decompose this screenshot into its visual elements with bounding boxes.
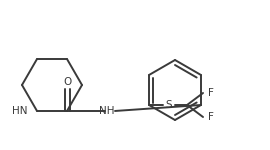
Text: S: S [166, 100, 172, 110]
Text: F: F [208, 112, 214, 122]
Text: NH: NH [99, 106, 115, 116]
Text: HN: HN [12, 106, 27, 116]
Text: O: O [63, 77, 71, 87]
Text: F: F [208, 88, 214, 98]
